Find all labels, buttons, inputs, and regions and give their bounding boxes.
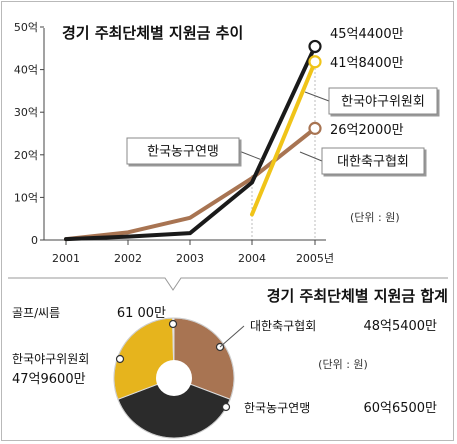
pie-label-dot [221, 402, 231, 412]
x-tick-label: 2003 [176, 252, 204, 265]
x-tick-label: 2001 [52, 252, 80, 265]
legend-label: 한국야구위원회 [341, 95, 425, 110]
series-line-한국야구위원회 [250, 59, 317, 217]
pie-title: 경기 주최단체별 지원금 합계 [267, 287, 448, 305]
pie-label-dot [115, 354, 125, 364]
end-marker-대한축구협회 [308, 39, 322, 54]
end-value-label: 45억4400만 [330, 27, 404, 42]
end-value-label: 26억2000만 [330, 123, 404, 138]
y-tick-label: 30억 [14, 106, 38, 119]
pie-slice-label: 대한축구협회 [250, 319, 316, 333]
pie-label-dot [168, 319, 178, 329]
end-marker-한국농구연맹 [308, 121, 322, 135]
callout-box [321, 147, 425, 175]
legend-label: 대한축구협회 [337, 155, 409, 170]
series-line-대한축구협회 [64, 44, 317, 242]
y-tick-label: 40억 [14, 64, 38, 77]
donut-outline [113, 317, 235, 439]
end-marker-한국야구위원회 [308, 55, 322, 69]
pie-slice-label: 골프/씨름 [12, 306, 60, 320]
end-value-label: 41억8400만 [330, 56, 404, 71]
y-tick-label: 50억 [14, 21, 38, 34]
pie-unit-note: (단위 : 원) [318, 358, 368, 371]
callout-leader [299, 151, 323, 162]
callout-leader [304, 91, 330, 102]
x-tick-label: 2005년 [296, 252, 334, 265]
donut-hole [156, 360, 192, 396]
pie-slice-value: 60억6500만 [363, 401, 437, 416]
callout-box [328, 87, 438, 115]
pie-slice-label: 한국야구위원회 [12, 352, 89, 366]
pie-slice-value: 61 00만 [117, 306, 166, 321]
pie-leader [219, 325, 245, 348]
pie-slice-value: 47억9600만 [12, 372, 86, 387]
callout-leader [238, 150, 263, 161]
x-tick-label: 2002 [114, 252, 142, 265]
pie-slice-label: 한국농구연맹 [244, 401, 310, 415]
pie-slice-value: 48억5400만 [363, 319, 437, 334]
legend-label: 한국농구연맹 [147, 145, 219, 160]
x-tick-label: 2004 [238, 252, 266, 265]
y-tick-label: 20억 [14, 149, 38, 162]
y-tick-label: 10억 [14, 191, 38, 204]
chart-title: 경기 주최단체별 지원금 추이 [62, 24, 243, 42]
section-divider [8, 277, 448, 291]
y-tick-label: 0 [31, 234, 38, 247]
callout-box [126, 137, 240, 165]
unit-note: (단위 : 원) [350, 211, 400, 224]
